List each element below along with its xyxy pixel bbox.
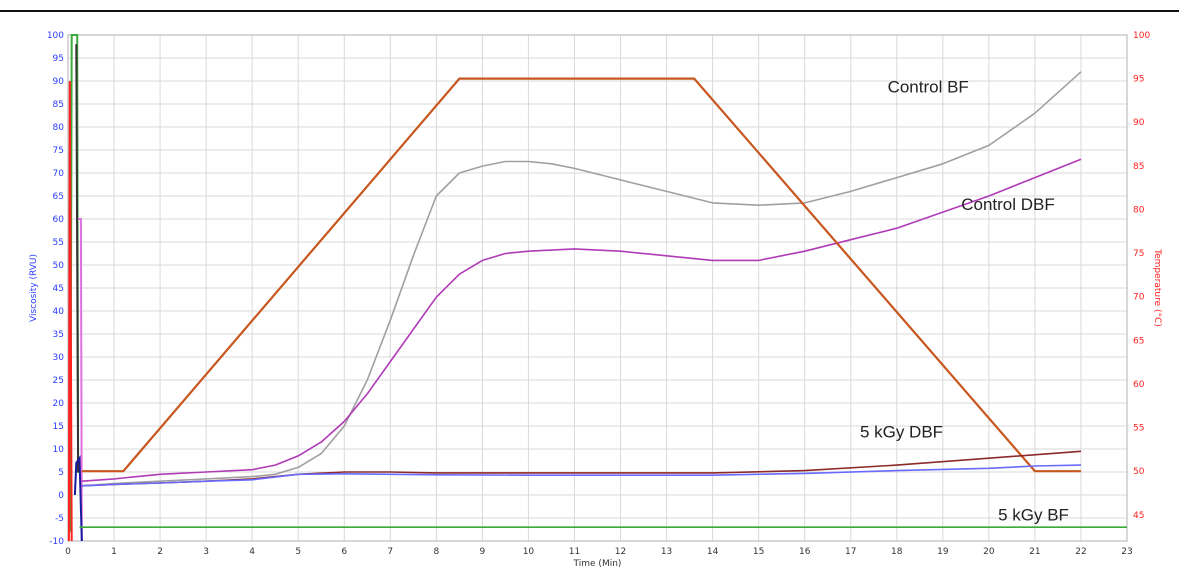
x-tick-label: 3 [203,547,209,557]
startup-spike-line [75,44,80,473]
y-left-tick-label: -5 [55,514,64,524]
x-tick-label: 22 [1075,547,1086,557]
x-tick-label: 23 [1121,547,1132,557]
y-right-axis-label: Temperature (°C) [1152,248,1162,327]
series-annotation: 5 kGy BF [998,505,1069,524]
y-left-tick-label: 100 [47,31,64,41]
y-right-tick-label: 70 [1133,293,1145,303]
x-tick-labels: 0 1 2 3 4 5 6 7 8 9 10 11 12 13 14 15 16 17 18 19 20 21 22 23 [65,547,1133,557]
y-left-tick-label: 5 [58,468,64,478]
plot-frame [67,34,1128,542]
y-left-tick-label: 30 [53,353,65,363]
x-tick-label: 20 [983,547,995,557]
top-border [0,10,1179,12]
y-left-tick-label: 95 [53,54,64,64]
x-tick-label: 7 [387,547,393,557]
y-left-tick-label: 25 [53,376,64,386]
series-annotation: Control BF [888,78,969,97]
y-left-tick-label: 20 [53,399,65,409]
x-tick-label: 4 [249,547,255,557]
y-left-tick-label: 35 [53,330,64,340]
y-left-tick-label: 65 [53,192,64,202]
y-left-tick-label: 55 [53,238,64,248]
startup-spike-line [78,218,83,542]
y-left-tick-label: 45 [53,284,64,294]
y-right-tick-label: 85 [1133,162,1144,172]
y-left-tick-label: 90 [53,77,65,87]
x-tick-label: 5 [295,547,301,557]
y-left-tick-label: 60 [53,215,65,225]
y-right-tick-label: 100 [1133,31,1150,41]
x-tick-label: 21 [1029,547,1040,557]
x-tick-label: 15 [753,547,764,557]
y-left-tick-label: 40 [53,307,65,317]
y-right-tick-label: 90 [1133,118,1145,128]
x-tick-label: 12 [615,547,626,557]
y-left-tick-label: 50 [53,261,65,271]
x-tick-label: 6 [341,547,347,557]
series-5-kgy-bf [81,464,1082,487]
x-tick-label: 16 [799,547,811,557]
startup-spike-line [67,80,73,542]
y-right-tick-label: 45 [1133,511,1144,521]
y-right-tick-label: 50 [1133,467,1145,477]
grid [67,34,1128,542]
y-left-tick-label: 10 [53,445,65,455]
startup-spike-line [73,455,83,542]
x-tick-label: 17 [845,547,856,557]
y-left-tick-label: -10 [49,537,64,547]
x-tick-label: 19 [937,547,949,557]
y-left-axis-label: Viscosity (RVU) [29,254,39,322]
series-annotation: 5 kGy DBF [860,423,943,442]
x-tick-label: 10 [523,547,535,557]
series-group [79,71,1127,528]
series-annotation: Control DBF [961,195,1055,214]
series-control-bf [81,71,1082,487]
y-right-tick-labels: 45 50 55 60 65 70 75 80 85 90 95 100 [1133,31,1150,521]
y-left-tick-label: 70 [53,169,65,179]
x-tick-label: 9 [480,547,486,557]
y-right-tick-label: 95 [1133,75,1144,85]
x-axis-label: Time (Min) [573,559,622,569]
x-tick-label: 14 [707,547,719,557]
y-right-tick-label: 80 [1133,205,1145,215]
x-tick-label: 0 [65,547,71,557]
startup-spikes [67,34,83,542]
y-right-tick-label: 75 [1133,249,1144,259]
x-tick-label: 11 [569,547,580,557]
y-right-tick-label: 60 [1133,380,1145,390]
x-tick-label: 1 [111,547,117,557]
y-left-tick-labels: -10 -5 0 5 10 15 20 25 30 35 40 45 50 55 60 65 70 75 80 85 9… [47,31,64,547]
y-right-tick-label: 55 [1133,424,1144,434]
y-left-tick-label: 80 [53,123,65,133]
series-control-dbf [81,158,1082,482]
y-left-tick-label: 85 [53,100,64,110]
x-tick-label: 18 [891,547,903,557]
x-tick-label: 13 [661,547,672,557]
x-tick-label: 2 [157,547,163,557]
series-temperature [81,77,1081,473]
annotations: Control BF Control DBF 5 kGy DBF 5 kGy BF [860,78,1069,525]
y-left-tick-label: 75 [53,146,64,156]
y-left-tick-label: 0 [58,491,64,501]
y-right-tick-label: 65 [1133,336,1144,346]
x-tick-label: 8 [433,547,439,557]
y-left-tick-label: 15 [53,422,64,432]
